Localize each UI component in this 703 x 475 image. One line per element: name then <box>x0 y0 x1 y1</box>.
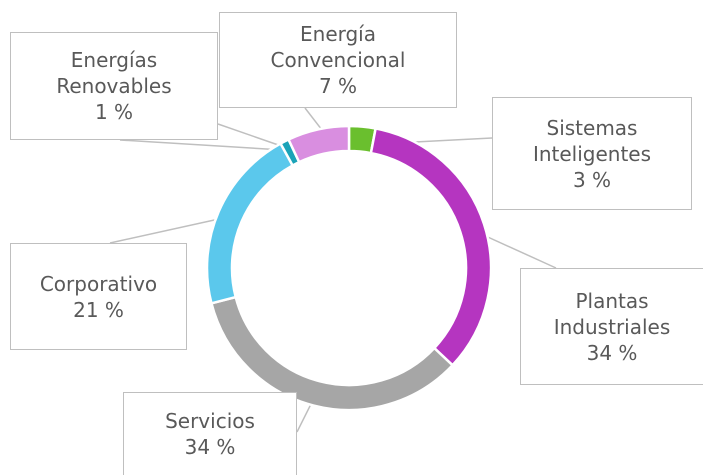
value-label: 34 % <box>184 435 236 459</box>
donut-segment <box>286 124 351 164</box>
category-label: Servicios <box>165 409 255 433</box>
category-label: Corporativo <box>39 271 158 296</box>
ring <box>205 124 493 412</box>
category-label: Energía Convencional <box>270 22 406 72</box>
value-label: 34 % <box>586 340 638 365</box>
label-box: Servicios 34 % <box>123 392 297 475</box>
label-box: Plantas Industriales 34 % <box>520 268 703 385</box>
value-label: 7 % <box>318 74 358 98</box>
donut-segment <box>205 141 295 305</box>
donut-segment <box>369 127 493 367</box>
leader-line <box>217 123 288 149</box>
category-label: Sistemas Inteligentes <box>532 115 652 166</box>
leader-line <box>119 139 284 151</box>
label-box: Energía Convencional 7 % <box>219 12 457 108</box>
leader-line <box>296 401 313 433</box>
label-box: Sistemas Inteligentes 3 % <box>492 97 692 210</box>
label-box: Corporativo 21 % <box>10 243 187 350</box>
label-box: Energías Renovables 1 % <box>10 32 218 140</box>
value-label: 21 % <box>73 297 124 322</box>
value-label: 1 % <box>94 100 134 124</box>
category-label: Plantas Industriales <box>553 288 671 339</box>
category-label: Energías Renovables <box>56 48 172 98</box>
value-label: 3 % <box>572 167 612 192</box>
leader-line <box>304 107 323 131</box>
